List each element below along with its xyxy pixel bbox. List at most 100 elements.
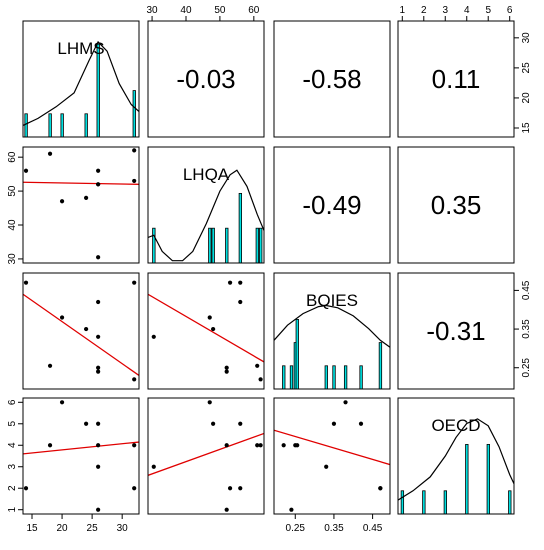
data-point — [47, 151, 53, 156]
data-point — [84, 421, 89, 426]
histogram-bar — [24, 113, 28, 137]
y-tick-label: 0.25 — [521, 358, 532, 378]
data-point — [47, 363, 53, 368]
histogram-bar — [255, 227, 259, 263]
scatter-lhms-oecd — [23, 400, 139, 512]
data-point — [358, 421, 364, 426]
panel-frame — [273, 146, 391, 264]
panel-frame — [273, 20, 391, 138]
scatter-lhqa-bqies — [148, 280, 264, 382]
data-point — [96, 365, 101, 370]
x-tick-label: 0.35 — [324, 523, 344, 534]
x-tick-label: 20 — [57, 523, 69, 534]
x-tick-label: 0.25 — [286, 523, 306, 534]
x-tick-label: 15 — [26, 523, 38, 534]
data-point — [255, 363, 260, 368]
histogram-bar — [422, 490, 426, 514]
y-tick-label: 50 — [7, 185, 18, 197]
x-tick-label: 0.45 — [363, 523, 383, 534]
data-point — [96, 334, 101, 339]
x-tick-label: 30 — [147, 5, 159, 16]
histogram-bar — [208, 227, 212, 263]
x-tick-label: 40 — [180, 5, 192, 16]
panel-frame — [397, 397, 515, 515]
x-tick-label: 50 — [214, 5, 226, 16]
data-point — [84, 195, 89, 200]
y-tick-label: 60 — [7, 151, 18, 163]
data-point — [324, 464, 329, 469]
y-tick-label: 25 — [521, 62, 532, 74]
histogram-bar — [343, 365, 348, 389]
regression-line — [274, 429, 390, 466]
data-point — [96, 255, 101, 260]
histogram-bar — [508, 490, 512, 514]
variable-label: BQIES — [306, 291, 358, 310]
x-tick-label: 25 — [87, 523, 99, 534]
x-tick-label: 30 — [117, 523, 129, 534]
data-point — [224, 507, 229, 512]
data-point — [132, 148, 137, 153]
panel-frame — [397, 20, 515, 138]
data-point — [96, 168, 101, 173]
panel-frame — [147, 146, 265, 264]
histogram-bar — [359, 365, 363, 389]
histogram-bar — [465, 443, 469, 514]
histogram-bar — [48, 113, 52, 137]
y-tick-label: 2 — [7, 485, 18, 491]
y-tick-label: 5 — [7, 421, 18, 427]
data-point — [238, 280, 243, 285]
correlation-value: 0.35 — [431, 190, 482, 220]
histogram-bar — [96, 43, 100, 137]
data-point — [207, 315, 212, 320]
data-point — [132, 443, 137, 448]
panel-frame — [273, 397, 391, 515]
x-tick-label: 60 — [248, 5, 260, 16]
histogram-bar — [84, 113, 88, 137]
data-point — [59, 400, 65, 405]
data-point — [258, 443, 263, 448]
x-tick-label: 5 — [485, 5, 491, 16]
data-point — [84, 326, 89, 332]
data-point — [23, 486, 29, 491]
x-tick-label: 6 — [507, 5, 513, 16]
x-tick-label: 1 — [400, 5, 406, 16]
histogram-bar — [332, 365, 336, 389]
histogram-bar — [378, 342, 383, 389]
data-point — [281, 443, 286, 448]
data-point — [151, 464, 156, 469]
data-point — [132, 486, 137, 491]
data-point — [23, 168, 29, 173]
panel-frame — [22, 20, 140, 138]
data-point — [211, 326, 216, 332]
histogram-oecd — [398, 418, 514, 514]
density-curve — [398, 418, 514, 501]
data-point — [96, 182, 101, 187]
y-tick-label: 15 — [521, 122, 532, 134]
variable-label: OECD — [431, 416, 480, 435]
correlation-value: -0.49 — [302, 190, 361, 220]
data-point — [224, 365, 229, 370]
data-point — [211, 421, 216, 426]
regression-line — [148, 432, 264, 476]
data-point — [289, 507, 294, 512]
panel-frame — [397, 146, 515, 264]
regression-line — [148, 293, 264, 363]
y-tick-label: 0.45 — [521, 280, 532, 300]
y-tick-label: 20 — [521, 92, 532, 104]
histogram-bar — [289, 365, 294, 389]
data-point — [96, 507, 101, 512]
correlation-value: 0.11 — [432, 64, 481, 94]
variable-label: LHQA — [183, 165, 230, 184]
y-tick-label: 30 — [521, 32, 532, 44]
histogram-bar — [225, 227, 229, 263]
data-point — [207, 400, 212, 405]
data-point — [151, 334, 156, 339]
data-point — [224, 443, 229, 448]
y-tick-label: 4 — [7, 442, 18, 448]
scatter-lhqa-oecd — [148, 400, 264, 512]
data-point — [96, 443, 101, 448]
histogram-bar — [259, 227, 263, 263]
correlation-value: -0.58 — [302, 64, 361, 94]
data-point — [59, 315, 65, 320]
data-point — [224, 369, 229, 374]
